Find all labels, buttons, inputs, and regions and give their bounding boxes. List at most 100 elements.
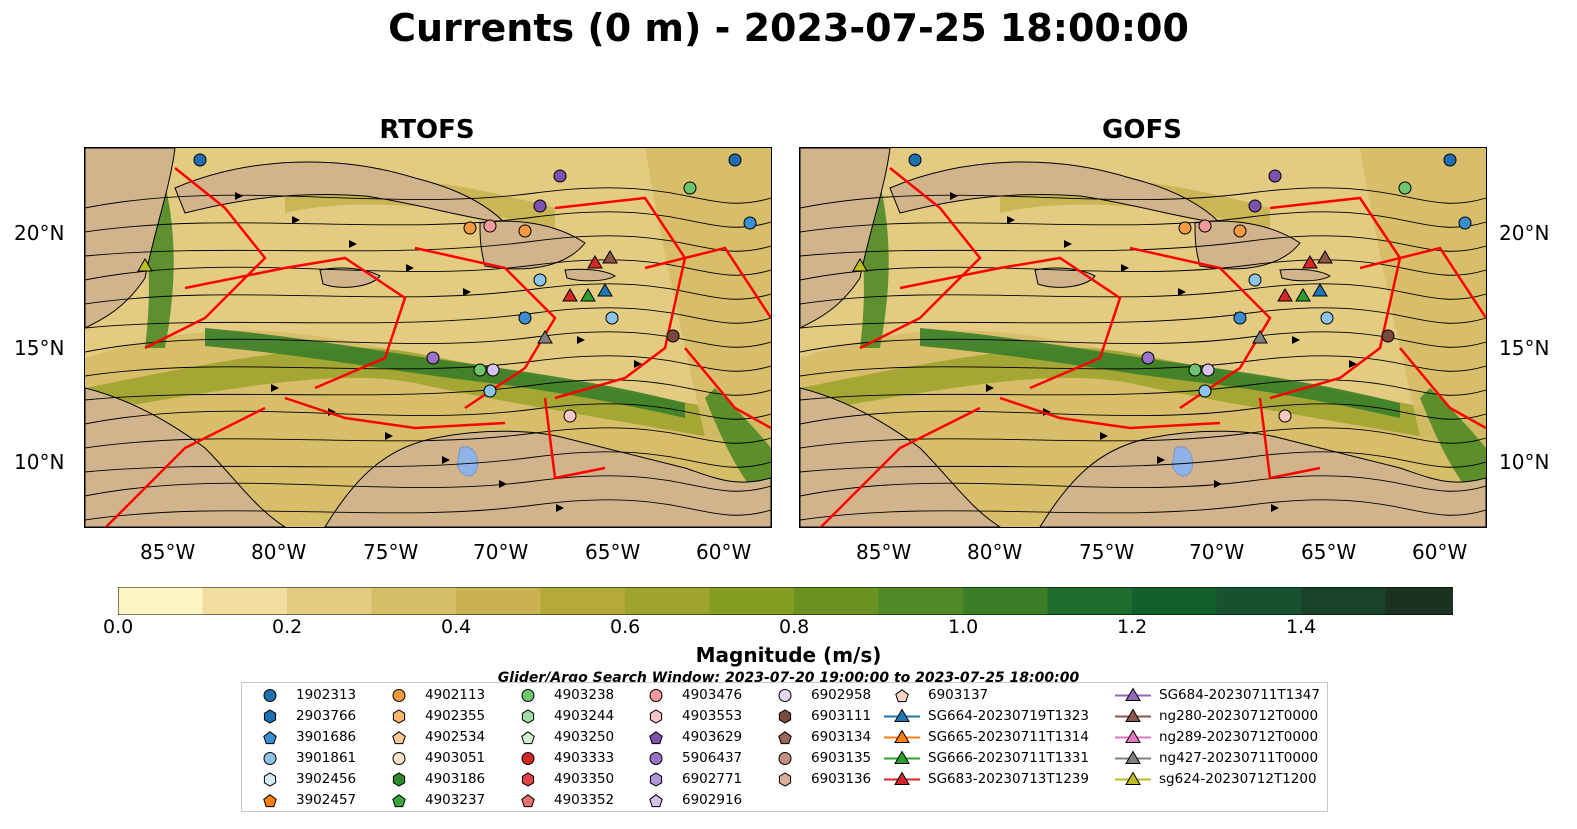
eez-boundary bbox=[554, 196, 687, 400]
eez-boundary bbox=[1129, 246, 1272, 410]
legend-item-label: ng280-20230712T0000 bbox=[1159, 708, 1319, 724]
lake-maracaibo bbox=[1171, 446, 1193, 477]
colorbar-segment bbox=[963, 587, 1048, 615]
lon-tick-label: 60°W bbox=[696, 540, 752, 564]
colorbar-tick-label: 1.2 bbox=[1117, 616, 1148, 638]
streamline-arrow bbox=[292, 216, 300, 224]
streamline bbox=[85, 283, 771, 305]
legend-marker-icon bbox=[521, 752, 535, 765]
argo-float-marker bbox=[728, 153, 742, 167]
lon-tick-label: 85°W bbox=[140, 540, 196, 564]
lat-tick-label: 10°N bbox=[14, 450, 65, 474]
streamline-arrow bbox=[1121, 264, 1129, 272]
argo-float-marker bbox=[486, 363, 500, 377]
argo-float-marker bbox=[1248, 273, 1262, 287]
argo-float-marker bbox=[563, 409, 577, 423]
streamline bbox=[85, 235, 771, 257]
glider-marker bbox=[1317, 250, 1333, 264]
legend-marker-icon bbox=[521, 731, 535, 745]
streamline bbox=[800, 355, 1486, 377]
legend-item-label: 4903352 bbox=[554, 792, 615, 808]
legend-item-label: 4903333 bbox=[554, 750, 615, 766]
lat-tick-label: 15°N bbox=[14, 336, 65, 360]
glider-marker bbox=[137, 258, 153, 272]
current-magnitude-band bbox=[800, 347, 1486, 448]
legend-item-label: SG684-20230711T1347 bbox=[1159, 687, 1320, 703]
argo-float-marker bbox=[908, 153, 922, 167]
argo-float-marker bbox=[463, 221, 477, 235]
colorbar-tick-label: 1.0 bbox=[948, 616, 979, 638]
lon-tick-label: 70°W bbox=[1189, 540, 1245, 564]
streamline-arrow bbox=[634, 360, 642, 368]
eez-boundary bbox=[999, 396, 1221, 430]
lake-maracaibo bbox=[456, 446, 478, 477]
colorbar-segment bbox=[371, 587, 457, 615]
streamline bbox=[800, 379, 1486, 401]
colorbar bbox=[117, 586, 1534, 616]
legend-marker-icon bbox=[521, 689, 535, 702]
legend-marker-icon bbox=[1115, 771, 1151, 785]
colorbar-tick-label: 0.4 bbox=[441, 616, 472, 638]
argo-float-marker bbox=[473, 363, 487, 377]
legend-item-label: 4902355 bbox=[425, 708, 486, 724]
streamline bbox=[85, 307, 771, 329]
figure-title: Currents (0 m) - 2023-07-25 18:00:00 bbox=[388, 6, 1189, 50]
map-panel-gofs bbox=[799, 147, 1487, 528]
legend: 1902313 2903766 3901686 3901861 3902456 39024… bbox=[241, 682, 1328, 812]
legend-marker-icon bbox=[778, 772, 792, 787]
argo-float-marker bbox=[518, 311, 532, 325]
legend-item-label: 6903137 bbox=[928, 687, 989, 703]
legend-item-label: 4903244 bbox=[554, 708, 615, 724]
glider-marker bbox=[580, 288, 596, 302]
glider-marker bbox=[537, 330, 553, 344]
legend-marker-icon bbox=[778, 689, 792, 702]
eez-boundary bbox=[684, 347, 771, 430]
legend-marker-icon bbox=[649, 752, 663, 765]
glider-marker bbox=[1295, 288, 1311, 302]
legend-marker-icon bbox=[649, 689, 663, 702]
argo-float-marker bbox=[1398, 181, 1412, 195]
legend-item-label: 6902916 bbox=[682, 792, 743, 808]
legend-marker-icon bbox=[263, 794, 277, 808]
legend-item-label: 5906437 bbox=[682, 750, 743, 766]
current-magnitude-band bbox=[920, 328, 1400, 418]
legend-marker-icon bbox=[521, 709, 535, 724]
lon-tick-label: 80°W bbox=[967, 540, 1023, 564]
argo-float-marker bbox=[426, 351, 440, 365]
legend-marker-icon bbox=[521, 772, 535, 787]
argo-float-marker bbox=[483, 219, 497, 233]
colorbar-segment bbox=[794, 587, 879, 615]
legend-item-label: SG683-20230713T1239 bbox=[928, 771, 1089, 787]
legend-marker-icon bbox=[392, 689, 406, 702]
legend-item-label: ng427-20230711T0000 bbox=[1159, 750, 1319, 766]
streamline-arrow bbox=[1064, 240, 1072, 248]
legend-marker-icon bbox=[895, 689, 909, 703]
streamline bbox=[800, 307, 1486, 329]
eez-boundary bbox=[1258, 397, 1321, 480]
legend-marker-icon bbox=[1115, 750, 1151, 764]
colorbar-tick-label: 0.6 bbox=[610, 616, 641, 638]
argo-float-marker bbox=[533, 273, 547, 287]
streamline bbox=[800, 451, 1486, 473]
colorbar-tick-label: 0.0 bbox=[103, 616, 134, 638]
streamline bbox=[85, 379, 771, 401]
current-magnitude-band bbox=[85, 347, 771, 448]
eez-boundary bbox=[543, 397, 606, 480]
legend-item-label: 4902113 bbox=[425, 687, 486, 703]
eez-boundary bbox=[1269, 196, 1402, 400]
argo-float-marker bbox=[553, 169, 567, 183]
streamline-arrow bbox=[950, 192, 958, 200]
legend-item-label: 6903136 bbox=[811, 771, 872, 787]
legend-marker-icon bbox=[649, 731, 663, 745]
legend-marker-icon bbox=[778, 752, 792, 765]
argo-float-marker bbox=[1141, 351, 1155, 365]
lon-tick-label: 75°W bbox=[363, 540, 419, 564]
argo-float-marker bbox=[483, 384, 497, 398]
lat-tick-label: 15°N bbox=[1499, 336, 1550, 360]
legend-item-label: 6902771 bbox=[682, 771, 743, 787]
lon-tick-label: 65°W bbox=[585, 540, 641, 564]
eez-boundary bbox=[899, 256, 1122, 390]
streamline-arrow bbox=[1349, 360, 1357, 368]
legend-marker-icon bbox=[263, 772, 277, 787]
legend-item-label: 3902457 bbox=[296, 792, 357, 808]
